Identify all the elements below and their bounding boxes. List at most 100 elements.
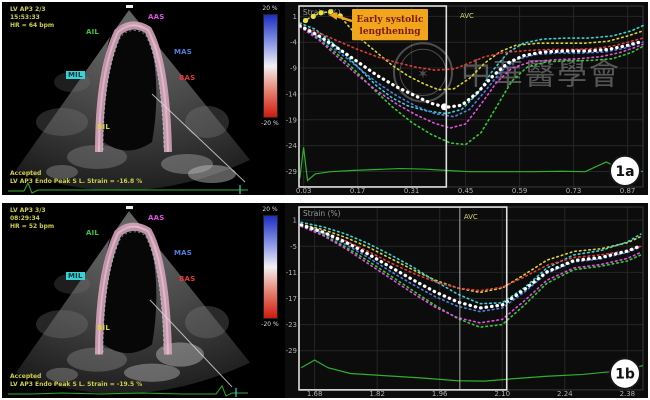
timestamp: 15:53:33: [10, 14, 40, 21]
panel-1a: LV AP3 2/3 15:53:33 HR = 64 bpm AAS AIL MA…: [2, 2, 648, 195]
lv-cavity: [99, 25, 157, 151]
timestamp: 08:29:34: [10, 215, 40, 222]
panel-label-text: 1a: [615, 164, 634, 180]
y-tick-label: -9: [290, 64, 297, 73]
peak-strain-value: LV AP3 Endo Peak S L. Strain = -19.5 %: [10, 381, 143, 388]
segment-label-bas: BAS: [179, 74, 196, 82]
segment-label-ail: AIL: [86, 28, 100, 36]
heart-rate: HR = 52 bpm: [10, 223, 55, 230]
svg-text:✶: ✶: [417, 66, 429, 82]
echo-ultrasound-fan: [2, 2, 255, 195]
panel-label-text: 1b: [615, 367, 635, 383]
y-tick-label: -29: [286, 346, 297, 355]
strain-curve-mil: [300, 221, 642, 305]
x-tick-label: 0.45: [458, 186, 474, 195]
annotation-arrow: [335, 14, 353, 23]
strain-colorbar-column: 20 % -20 %: [255, 203, 285, 398]
x-tick-label: 2.38: [620, 389, 636, 398]
roi-box: [298, 5, 448, 188]
strain-curve-bas: [300, 224, 642, 292]
strain-curve-mas: [299, 24, 644, 118]
echo-ultrasound-fan: [2, 203, 255, 398]
strain-curve-mil: [299, 22, 644, 115]
colorbar-max-label: 20 %: [262, 206, 278, 213]
early-lengthening-dot: [318, 10, 324, 16]
y-tick-label: -24: [286, 141, 298, 150]
sector-apex-marker: [126, 5, 133, 8]
apex-base-line: [151, 93, 246, 183]
early-lengthening-dot: [328, 9, 334, 15]
view-label: LV AP3 2/3: [10, 6, 46, 13]
y-tick-label: -11: [286, 268, 297, 277]
measurement-status: Accepted LV AP3 Endo Peak S L. Strain = …: [10, 170, 142, 186]
y-tick-label: -5: [290, 242, 297, 251]
x-tick-label: 1.96: [432, 389, 448, 398]
endocardial-contour: [102, 231, 165, 353]
strain-curve-bil: [300, 223, 642, 294]
segment-label-bil: BIL: [97, 123, 111, 131]
annotation-line-2: lengthening: [359, 27, 421, 37]
x-tick-label: 0.87: [620, 186, 636, 195]
ecg-strip: [8, 384, 248, 397]
peak-strain-value: LV AP3 Endo Peak S L. Strain = -16.8 %: [10, 178, 143, 185]
x-tick-label: 0.59: [512, 186, 528, 195]
y-tick-label: -29: [286, 167, 297, 176]
strain-chart-1b: 1.68 1.82 1.96 2.10 2.24 2.38 1 -5 -11 -17 -23 -29 S…: [285, 203, 648, 398]
y-tick-label: -23: [286, 320, 297, 329]
x-tick-label: 0.03: [296, 186, 312, 195]
strain-curve-ail: [300, 224, 642, 329]
avc-label: AVC: [460, 11, 474, 20]
y-tick-label: 1: [293, 12, 297, 21]
segment-label-mil: MIL: [66, 71, 85, 79]
colorbar-min-label: -20 %: [261, 321, 279, 328]
panel-label-badge: [609, 154, 641, 187]
segment-label-mas: MAS: [174, 48, 193, 56]
y-tick-label: 1: [293, 216, 297, 225]
lv-cavity: [99, 226, 157, 354]
y-tick-label: -4: [290, 38, 298, 47]
annotation-box: [352, 9, 428, 41]
roi-box: [298, 206, 508, 391]
strain-colorbar: [262, 215, 278, 319]
apex-base-line: [149, 299, 233, 388]
panel-1b: LV AP3 3/3 08:29:34 HR = 52 bpm AAS AIL MA…: [2, 203, 648, 398]
panel-label-badge: [609, 357, 641, 390]
ecg-trace: [300, 359, 644, 382]
segment-label-mas: MAS: [174, 249, 193, 257]
segment-label-aas: AAS: [148, 13, 165, 21]
x-tick-label: 0.73: [566, 186, 582, 195]
x-tick-label: 2.10: [494, 389, 510, 398]
strain-curve-bas: [299, 24, 644, 71]
segment-label-aas: AAS: [148, 214, 165, 222]
strain-curve-average: [298, 24, 645, 109]
colorbar-min-label: -20 %: [261, 120, 279, 127]
x-tick-label: 1.68: [307, 389, 323, 398]
strain-chart-1a: 0.03 0.17 0.31 0.45 0.59 0.73 0.87 1 -4 -9 -14 -19 -…: [285, 2, 648, 195]
x-tick-label: 0.31: [404, 186, 420, 195]
strain-curve-ail: [299, 25, 644, 146]
segment-label-bil: BIL: [97, 324, 111, 332]
acquisition-info: LV AP3 2/3 15:53:33 HR = 64 bpm: [10, 6, 54, 30]
measurement-status: Accepted LV AP3 Endo Peak S L. Strain = …: [10, 373, 142, 389]
strain-curve-aas: [299, 25, 644, 129]
avc-label: AVC: [464, 212, 478, 221]
x-tick-label: 0.17: [350, 186, 366, 195]
status-accepted: Accepted: [10, 170, 42, 177]
segment-labels-layer: AAS AIL MAS BAS MIL BIL: [2, 203, 255, 398]
segment-label-ail: AIL: [86, 229, 100, 237]
strain-curves-svg-1a: 0.03 0.17 0.31 0.45 0.59 0.73 0.87 1 -4 -9 -14 -19 -…: [285, 2, 648, 195]
segment-label-bas: BAS: [179, 275, 196, 283]
strain-curves-svg-1b: 1.68 1.82 1.96 2.10 2.24 2.38 1 -5 -11 -17 -23 -29 S…: [285, 203, 648, 398]
early-lengthening-dot: [310, 13, 316, 19]
echo-image-1b: LV AP3 3/3 08:29:34 HR = 52 bpm AAS AIL MA…: [2, 203, 255, 398]
sector-apex-marker: [126, 206, 133, 210]
x-tick-label: 2.24: [557, 389, 573, 398]
early-lengthening-dot: [302, 17, 309, 24]
view-label: LV AP3 3/3: [10, 207, 46, 214]
y-tick-label: -19: [286, 115, 297, 124]
x-tick-label: 1.82: [369, 389, 385, 398]
chart-title: Strain (%): [303, 209, 341, 218]
segment-labels-layer: AAS AIL MAS BAS MIL BIL: [2, 2, 255, 195]
annotation-line-1: Early systolic: [356, 15, 424, 25]
